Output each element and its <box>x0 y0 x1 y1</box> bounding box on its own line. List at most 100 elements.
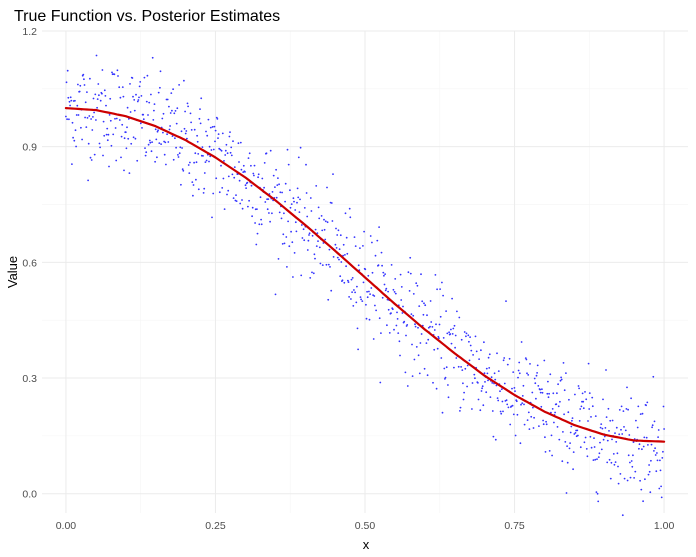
scatter-point <box>138 85 141 88</box>
scatter-point <box>362 281 365 284</box>
scatter-point <box>661 457 664 459</box>
scatter-point <box>77 114 80 116</box>
scatter-point <box>201 146 204 149</box>
scatter-point <box>401 312 404 314</box>
scatter-point <box>543 359 546 362</box>
scatter-point <box>297 156 300 159</box>
scatter-point <box>306 215 309 218</box>
scatter-point <box>620 405 623 408</box>
scatter-point <box>184 132 187 135</box>
scatter-point <box>284 182 287 185</box>
scatter-point <box>185 130 188 132</box>
scatter-point <box>278 211 281 214</box>
scatter-point <box>533 377 536 380</box>
scatter-point <box>166 98 169 101</box>
scatter-point <box>487 356 490 359</box>
scatter-point <box>466 364 469 367</box>
scatter-point <box>274 293 277 296</box>
scatter-point <box>471 408 473 410</box>
scatter-point <box>256 208 258 211</box>
scatter-point <box>441 411 444 414</box>
scatter-point <box>360 298 362 301</box>
scatter-point <box>556 426 559 428</box>
scatter-point <box>606 461 609 464</box>
scatter-point <box>277 177 279 180</box>
scatter-point <box>620 428 622 431</box>
scatter-point <box>488 367 491 369</box>
scatter-point <box>93 111 95 114</box>
scatter-point <box>573 433 576 435</box>
scatter-point <box>133 99 136 101</box>
scatter-point <box>114 127 117 129</box>
scatter-point <box>579 408 582 410</box>
scatter-point <box>495 384 498 387</box>
scatter-point <box>86 91 88 93</box>
scatter-point <box>197 188 200 191</box>
scatter-point <box>120 156 122 159</box>
scatter-point <box>83 84 86 86</box>
scatter-point <box>637 405 640 408</box>
scatter-point <box>609 419 612 422</box>
scatter-point <box>590 446 593 449</box>
scatter-point <box>188 172 191 175</box>
scatter-point <box>105 133 108 136</box>
scatter-point <box>647 444 649 446</box>
scatter-point <box>351 277 354 279</box>
scatter-point <box>305 163 307 166</box>
scatter-point <box>330 289 333 292</box>
scatter-point <box>286 148 289 151</box>
scatter-point <box>208 160 210 163</box>
scatter-point <box>553 421 555 424</box>
scatter-point <box>250 164 252 167</box>
scatter-point <box>280 217 283 220</box>
scatter-point <box>466 385 468 388</box>
scatter-point <box>422 313 425 316</box>
scatter-point <box>654 447 656 450</box>
scatter-point <box>221 132 224 135</box>
scatter-point <box>382 271 385 274</box>
scatter-point <box>283 242 286 245</box>
scatter-point <box>346 252 349 255</box>
scatter-point <box>298 211 301 214</box>
scatter-point <box>120 135 123 138</box>
scatter-point <box>173 112 176 115</box>
scatter-point <box>186 102 189 105</box>
scatter-point <box>67 96 70 99</box>
scatter-point <box>568 447 571 450</box>
scatter-point <box>623 477 626 480</box>
scatter-point <box>199 108 201 110</box>
scatter-point <box>406 385 409 387</box>
scatter-point <box>233 166 236 169</box>
scatter-point <box>118 119 121 121</box>
scatter-point <box>310 210 313 212</box>
scatter-point <box>207 118 210 121</box>
scatter-point <box>490 376 493 379</box>
scatter-point <box>564 441 567 443</box>
scatter-point <box>398 340 401 343</box>
scatter-point <box>178 84 181 86</box>
scatter-point <box>227 175 230 178</box>
scatter-point <box>548 392 550 395</box>
scatter-point <box>462 382 464 385</box>
scatter-point <box>81 138 83 141</box>
scatter-point <box>596 458 598 460</box>
scatter-point <box>496 352 498 355</box>
scatter-point <box>235 200 238 203</box>
scatter-point <box>409 272 412 275</box>
scatter-point <box>526 372 528 375</box>
scatter-point <box>108 165 110 168</box>
scatter-point <box>603 435 606 438</box>
scatter-point <box>365 303 367 306</box>
y-tick-label: 0.6 <box>22 257 37 269</box>
scatter-point <box>545 423 548 426</box>
scatter-point <box>500 388 503 391</box>
scatter-point <box>247 205 249 208</box>
scatter-point <box>157 129 160 132</box>
scatter-point <box>101 69 104 71</box>
scatter-point <box>106 127 109 130</box>
scatter-point <box>318 217 321 220</box>
scatter-point <box>463 391 465 394</box>
scatter-point <box>321 264 324 266</box>
scatter-point <box>349 216 352 219</box>
